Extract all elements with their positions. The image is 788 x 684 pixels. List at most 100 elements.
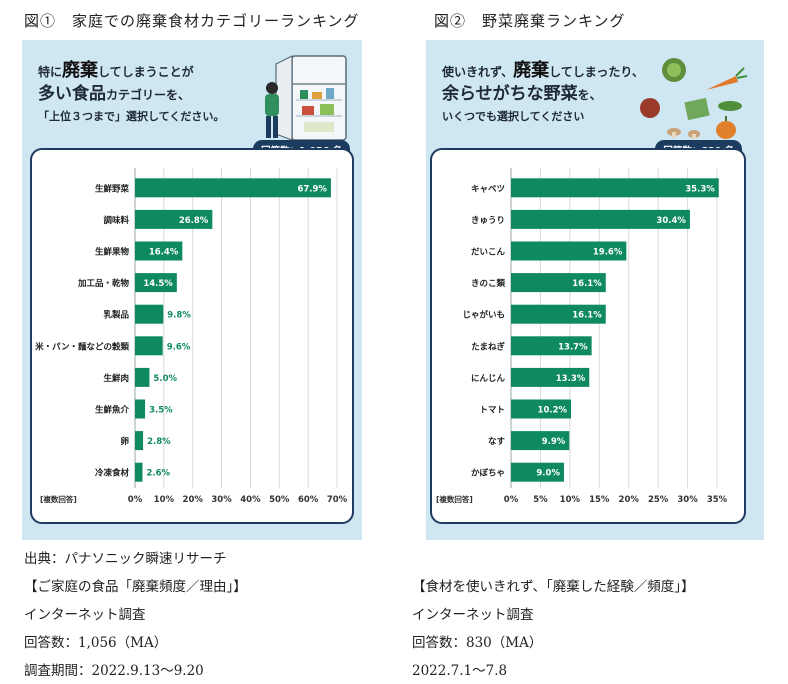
data-label: 9.8%	[167, 311, 191, 321]
bar	[511, 178, 719, 198]
x-tick-label: 20%	[183, 495, 204, 505]
figure2-headline-2a: 余らせがちな野菜	[442, 84, 578, 104]
x-tick-label: 35%	[707, 495, 728, 505]
figure2-bar-chart: 0% 5% 10% 15% 20% 25% 30% 35% キャベツ 35.3% きゅうり 30.4%…	[436, 168, 728, 505]
figure1-headline-2b: カテゴリーを、	[106, 88, 191, 102]
x-tick-label: 10%	[154, 495, 175, 505]
category-label: にんじん	[471, 374, 506, 384]
figure1-headline-1c: してしまうことが	[98, 65, 194, 79]
bar	[135, 399, 146, 419]
category-label: 加工品・乾物	[77, 278, 130, 289]
x-tick-label: 0%	[504, 495, 519, 505]
x-tick-label: 30%	[677, 495, 698, 505]
category-label: 生鮮果物	[95, 247, 130, 258]
data-label: 67.9%	[297, 184, 327, 194]
x-tick-label: 30%	[211, 495, 232, 505]
bar	[135, 273, 177, 293]
data-label: 2.6%	[147, 469, 171, 479]
figure1-bar-chart: 0% 10% 20% 30% 40% 50% 60% 70% 生鮮野菜 67.9% 調味料 26.8%…	[35, 168, 348, 505]
category-label: 生鮮野菜	[95, 183, 130, 194]
data-label: 2.8%	[147, 437, 171, 447]
category-label: 生鮮肉	[103, 373, 129, 384]
figure1-headline-2a: 多い食品	[38, 84, 106, 104]
figure1-chart-card	[30, 148, 354, 524]
data-label: 19.6%	[593, 248, 623, 258]
bar	[135, 209, 213, 229]
data-label: 5.0%	[153, 374, 177, 384]
category-label: 調味料	[103, 215, 129, 226]
bar	[511, 399, 572, 419]
category-label: たまねぎ	[471, 341, 505, 352]
category-label: 乳製品	[103, 310, 129, 321]
x-tick-label: 0%	[128, 495, 143, 505]
right-count-caption: 回答数：830（MA）	[412, 635, 543, 651]
bar	[135, 178, 331, 198]
bar	[511, 431, 570, 451]
data-label: 35.3%	[685, 184, 715, 194]
figure1-headline-1a: 特に	[38, 65, 63, 79]
right-survey-caption: 【食材を使いきれず、「廃棄した経験／頻度」】	[412, 579, 695, 595]
x-tick-label: 40%	[240, 495, 261, 505]
bar	[135, 431, 144, 451]
x-tick-label: 10%	[560, 495, 581, 505]
data-label: 10.2%	[538, 406, 568, 416]
x-tick-label: 15%	[589, 495, 610, 505]
bar	[511, 273, 606, 293]
left-survey-caption: 【ご家庭の食品「廃棄頻度／理由」】	[24, 579, 247, 595]
bar	[511, 241, 627, 261]
figure1-title: 図① 家庭での廃棄食材カテゴリーランキング	[24, 12, 360, 30]
axis-note: [複数回答]	[436, 494, 473, 504]
category-label: だいこん	[471, 248, 506, 258]
bar	[511, 304, 606, 324]
bar	[511, 367, 590, 387]
category-label: きのこ類	[471, 278, 506, 289]
axis-note: [複数回答]	[40, 494, 77, 504]
left-count-caption: 回答数：1,056（MA）	[24, 635, 168, 651]
vegetables-illustration	[640, 58, 748, 139]
category-label: 米・パン・麺などの穀類	[35, 341, 129, 352]
data-label: 26.8%	[179, 216, 209, 226]
figure2-headline-1b: 廃棄	[513, 60, 550, 81]
data-label: 16.1%	[572, 311, 602, 321]
data-label: 9.9%	[542, 437, 566, 447]
bar	[135, 367, 150, 387]
source-caption: 出典：パナソニック瞬速リサーチ	[24, 551, 227, 567]
figure1-headline-1b: 廃棄	[62, 60, 99, 81]
data-label: 3.5%	[149, 406, 173, 416]
category-label: 生鮮魚介	[95, 405, 130, 416]
data-label: 16.4%	[149, 248, 179, 258]
figure2-panel: 使いきれず、廃棄してしまったり、 余らせがちな野菜を、 いくつでも選択してくださ…	[426, 40, 764, 540]
figure1-panel: 特に廃棄してしまうことが 多い食品カテゴリーを、 「上位３つまで」選択してくださ…	[22, 40, 362, 540]
figure2-headline: 使いきれず、廃棄してしまったり、 余らせがちな野菜を、 いくつでも選択してくださ…	[442, 62, 662, 126]
data-label: 16.1%	[572, 279, 602, 289]
data-label: 13.7%	[558, 342, 588, 352]
x-tick-label: 5%	[533, 495, 548, 505]
figure1-headline: 特に廃棄してしまうことが 多い食品カテゴリーを、 「上位３つまで」選択してくださ…	[38, 62, 258, 126]
figure2-title: 図② 野菜廃棄ランキング	[434, 12, 626, 30]
category-label: なす	[488, 437, 506, 447]
data-label: 9.0%	[536, 469, 560, 479]
data-label: 14.5%	[143, 279, 173, 289]
figure2-headline-2b: を、	[577, 88, 602, 102]
figure2-headline-1c: してしまったり、	[549, 65, 644, 79]
category-label: じゃがいも	[462, 310, 505, 321]
bar	[135, 241, 183, 261]
figure2-headline-3: いくつでも選択してください	[442, 110, 585, 123]
category-label: かぼちゃ	[471, 468, 505, 479]
bar	[135, 336, 163, 356]
bar	[135, 304, 164, 324]
figure2-headline-1a: 使いきれず、	[442, 65, 514, 79]
bar	[135, 462, 143, 482]
data-label: 13.3%	[556, 374, 586, 384]
category-label: 冷凍食材	[95, 468, 130, 479]
left-period-caption: 調査期間：2022.9.13～9.20	[24, 663, 204, 679]
x-tick-label: 25%	[648, 495, 669, 505]
left-method-caption: インターネット調査	[24, 607, 146, 623]
fridge-illustration	[265, 55, 347, 141]
x-tick-label: 20%	[619, 495, 640, 505]
data-label: 30.4%	[656, 216, 686, 226]
data-label: 9.6%	[167, 342, 191, 352]
category-label: トマト	[479, 406, 505, 416]
category-label: キャベツ	[471, 184, 505, 194]
category-label: 卵	[120, 436, 129, 447]
